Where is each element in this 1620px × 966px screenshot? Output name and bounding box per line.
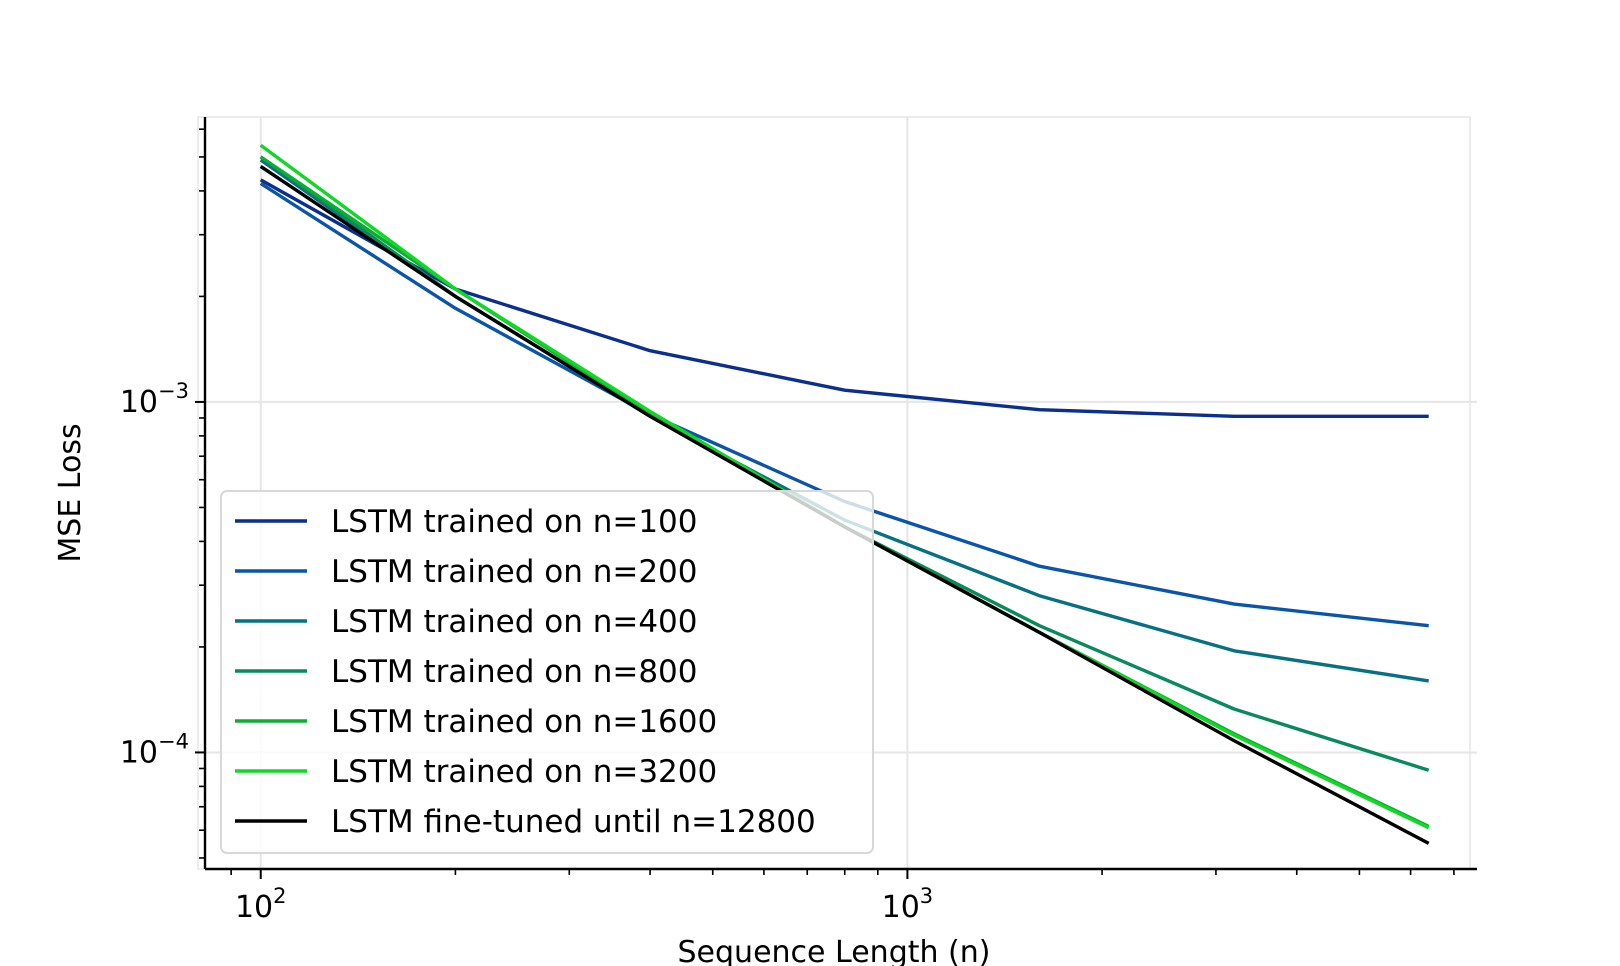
y-tick-label: 10−4 [120,729,189,770]
legend-box [220,490,874,854]
y-tick-label: 10−3 [120,379,189,420]
legend: LSTM trained on n=100 LSTM trained on n=2… [220,490,874,854]
legend-label-4: LSTM trained on n=1600 [331,704,717,740]
axes: 102 103 10−3 10−4 [120,117,1477,925]
legend-label-1: LSTM trained on n=200 [331,554,698,590]
legend-label-6: LSTM fine-tuned until n=12800 [331,804,816,840]
x-axis-label: Sequence Length (n) [678,935,991,966]
legend-label-2: LSTM trained on n=400 [331,604,698,640]
y-axis-label: MSE Loss [53,423,88,562]
legend-label-3: LSTM trained on n=800 [331,654,698,690]
x-tick-label: 103 [882,884,934,925]
legend-label-0: LSTM trained on n=100 [331,504,698,540]
x-tick-label: 102 [235,884,287,925]
legend-label-5: LSTM trained on n=3200 [331,754,717,790]
